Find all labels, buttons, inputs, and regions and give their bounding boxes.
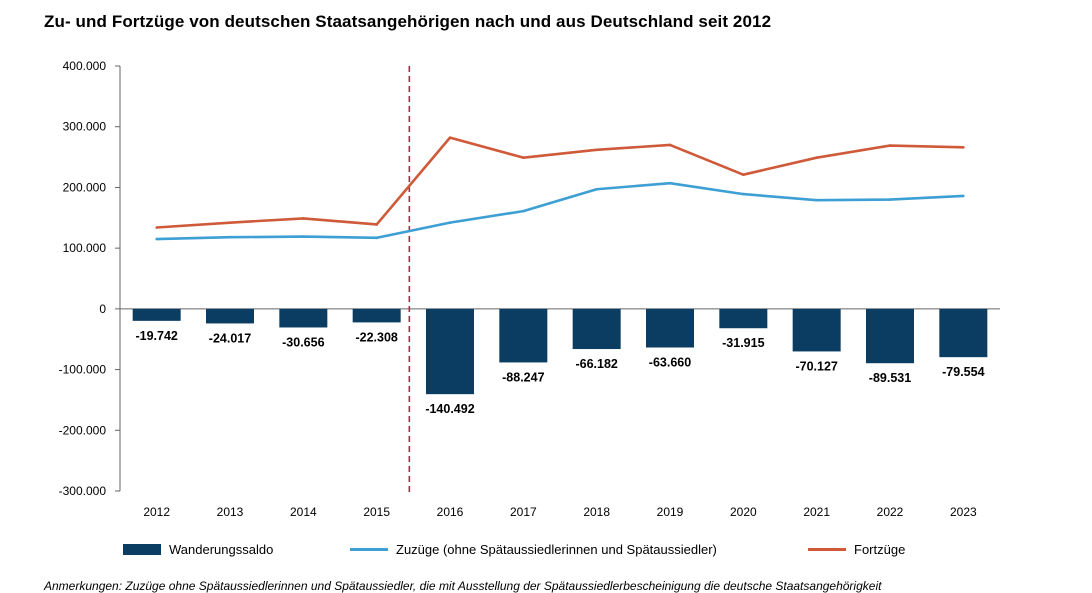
line-fortzuege-point-2021 — [815, 156, 818, 159]
line-fortzuege-point-2023 — [962, 146, 965, 149]
line-fortzuege-point-2015 — [375, 223, 378, 226]
data-label-2019: -63.660 — [649, 356, 691, 370]
line-series — [155, 136, 965, 241]
data-label-2022: -89.531 — [869, 371, 911, 385]
line-fortzuege-point-2014 — [302, 217, 305, 220]
data-label-2017: -88.247 — [502, 370, 544, 384]
y-tick-label: 300.000 — [63, 120, 107, 134]
legend: Wanderungssaldo Zuzüge (ohne Spätaussied… — [0, 542, 1092, 566]
line-fortzuege-point-2019 — [668, 143, 672, 147]
x-tick-label-2014: 2014 — [290, 505, 317, 519]
line-fortzuege-point-2017 — [522, 156, 525, 159]
chart-title: Zu- und Fortzüge von deutschen Staatsang… — [44, 12, 772, 31]
x-tick-label-2020: 2020 — [730, 505, 757, 519]
line-zuzuege-point-2022 — [888, 198, 892, 201]
bar-2012 — [132, 308, 181, 321]
line-fortzuege-point-2018 — [595, 148, 598, 152]
line-fortzuege-point-2022 — [888, 144, 892, 147]
bar-data-labels: -19.742 -24.017 -30.656 -22.308 -140.492 -88.… — [135, 329, 984, 416]
line-zuzuege — [156, 181, 964, 241]
bar-2019 — [646, 308, 694, 348]
line-zuzuege-point-2020 — [742, 192, 745, 196]
legend-swatch-bar — [123, 544, 161, 555]
data-label-2020: -31.915 — [722, 336, 764, 350]
x-tick-label-2012: 2012 — [143, 505, 170, 519]
data-label-2014: -30.656 — [282, 335, 324, 349]
x-tick-label-2018: 2018 — [583, 505, 610, 519]
x-tick-label-2016: 2016 — [437, 505, 464, 519]
bar-2022 — [866, 308, 914, 364]
bar-2023 — [939, 308, 988, 358]
line-zuzuege-point-2014 — [302, 235, 305, 238]
chart: 400.000 300.000 200.000 100.000 0 -100.000 -20… — [59, 59, 1000, 519]
data-label-2013: -24.017 — [209, 331, 251, 345]
bar-2017 — [499, 308, 548, 363]
y-tick-label: 0 — [99, 302, 106, 316]
line-zuzuege-point-2013 — [228, 235, 232, 239]
data-label-2023: -79.554 — [942, 365, 984, 379]
line-zuzuege-point-2019 — [668, 181, 672, 185]
line-zuzuege-point-2023 — [962, 194, 965, 198]
y-tick-label: -300.000 — [59, 484, 107, 498]
data-label-2012: -19.742 — [135, 329, 177, 343]
y-tick-label: -200.000 — [59, 423, 107, 437]
legend-label-fortzuege: Fortzüge — [854, 542, 906, 557]
bar-2020 — [719, 308, 768, 329]
legend-swatch-fortzuege — [808, 548, 846, 551]
line-fortzuege-point-2013 — [228, 221, 232, 224]
x-axis: 2012 2013 2014 2015 2016 2017 2018 2019 2020 2021… — [143, 505, 977, 519]
x-tick-label-2015: 2015 — [363, 505, 390, 519]
line-fortzuege-point-2016 — [448, 136, 452, 139]
bar-2015 — [352, 308, 401, 323]
legend-item-fortzuege: Fortzüge — [808, 542, 905, 557]
x-tick-label-2017: 2017 — [510, 505, 537, 519]
line-zuzuege-point-2017 — [522, 209, 525, 213]
footnote: Anmerkungen: Zuzüge ohne Spätaussiedleri… — [44, 579, 882, 593]
y-tick-label: -100.000 — [59, 363, 107, 377]
line-fortzuege — [156, 136, 964, 229]
bar-2013 — [206, 308, 254, 324]
x-tick-label-2021: 2021 — [803, 505, 830, 519]
bar-2014 — [279, 308, 328, 328]
bar-2018 — [572, 308, 621, 350]
line-zuzuege-point-2021 — [815, 198, 818, 202]
legend-item-zuzuege: Zuzüge (ohne Spätaussiedlerinnen und Spä… — [350, 542, 717, 557]
data-label-2018: -66.182 — [575, 357, 617, 371]
data-label-2021: -70.127 — [795, 359, 837, 373]
legend-item-wanderungssaldo: Wanderungssaldo — [123, 542, 273, 557]
bar-series-wanderungssaldo — [132, 308, 988, 395]
y-axis: 400.000 300.000 200.000 100.000 0 -100.000 -20… — [59, 59, 1000, 498]
y-tick-label: 100.000 — [63, 241, 107, 255]
line-zuzuege-point-2012 — [155, 237, 158, 241]
bar-2021 — [792, 308, 841, 352]
x-tick-label-2023: 2023 — [950, 505, 977, 519]
line-zuzuege-point-2016 — [448, 221, 452, 224]
data-label-2016: -140.492 — [425, 402, 474, 416]
legend-label-zuzuege: Zuzüge (ohne Spätaussiedlerinnen und Spä… — [396, 542, 717, 557]
legend-swatch-zuzuege — [350, 548, 388, 551]
line-zuzuege-point-2015 — [375, 236, 378, 240]
x-tick-label-2022: 2022 — [877, 505, 904, 519]
x-tick-label-2019: 2019 — [657, 505, 684, 519]
line-fortzuege-point-2020 — [742, 173, 745, 176]
data-label-2015: -22.308 — [355, 330, 397, 344]
legend-label-wanderungssaldo: Wanderungssaldo — [169, 542, 274, 557]
x-tick-label-2013: 2013 — [217, 505, 244, 519]
bar-2016 — [426, 308, 474, 395]
y-tick-label: 400.000 — [63, 59, 107, 73]
line-zuzuege-point-2018 — [595, 187, 598, 191]
line-fortzuege-point-2012 — [155, 226, 158, 229]
y-tick-label: 200.000 — [63, 180, 107, 194]
